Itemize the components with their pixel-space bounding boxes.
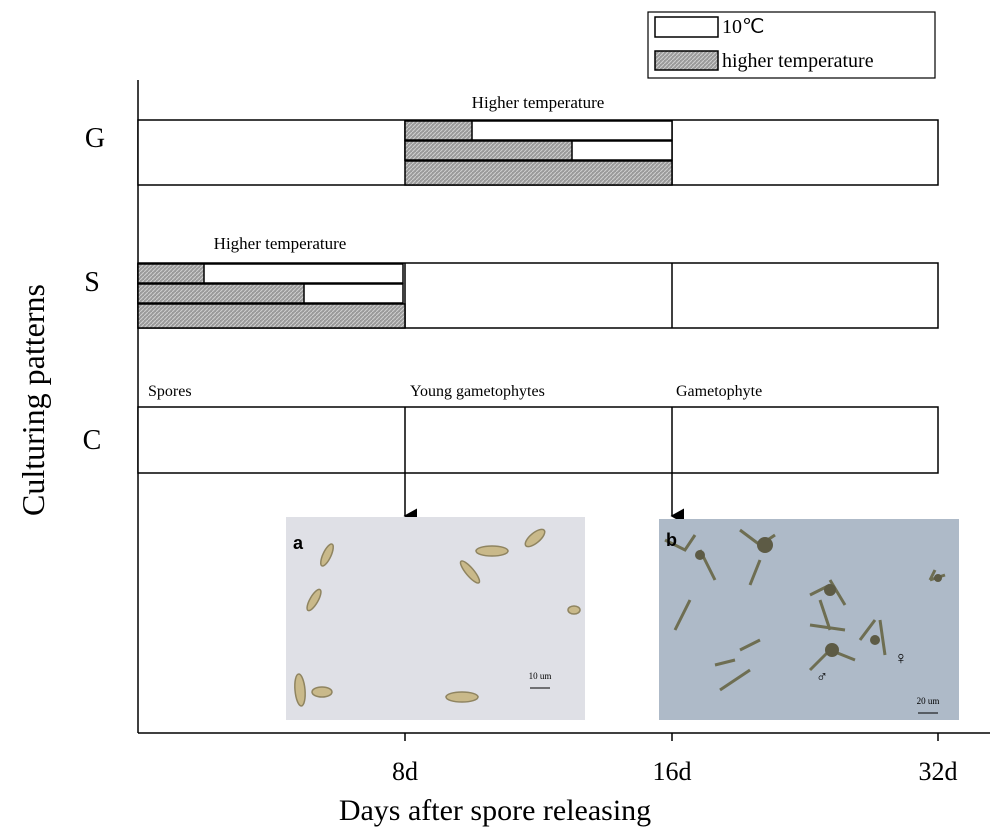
scale-label: 10 um (529, 671, 552, 681)
x-axis-title: Days after spore releasing (339, 794, 651, 827)
legend: 10℃ higher temperature (647, 11, 936, 79)
marker: ♀ (894, 648, 908, 668)
row-label: G (85, 123, 105, 154)
marker: ♂ (816, 669, 828, 686)
panel-label: b (666, 530, 677, 550)
row-note: Higher temperature (472, 93, 605, 112)
stage-label: Spores (148, 383, 192, 400)
row-label: S (84, 267, 100, 298)
y-axis-title: Culturing patterns (15, 284, 51, 516)
x-tick-label: 16d (653, 757, 692, 786)
legend-label: 10℃ (722, 16, 764, 38)
x-tick-label: 8d (392, 757, 418, 786)
x-tick-label: 32d (919, 757, 958, 786)
row-label: C (83, 425, 102, 456)
row-c: C Spores Young gametophytes Gametophyte (83, 383, 939, 524)
micrograph-b: b ♂ ♀ 20 um (659, 519, 959, 720)
legend-label: higher temperature (722, 50, 874, 72)
stage-label: Gametophyte (676, 383, 762, 400)
row-note: Higher temperature (214, 234, 347, 253)
micrograph-a: a 10 um (286, 517, 585, 720)
panel-label: a (293, 533, 304, 553)
stage-label: Young gametophytes (410, 383, 545, 400)
scale-label: 20 um (917, 696, 940, 706)
row-g: G Higher temperature (85, 93, 939, 186)
row-s: S Higher temperature (84, 234, 939, 329)
